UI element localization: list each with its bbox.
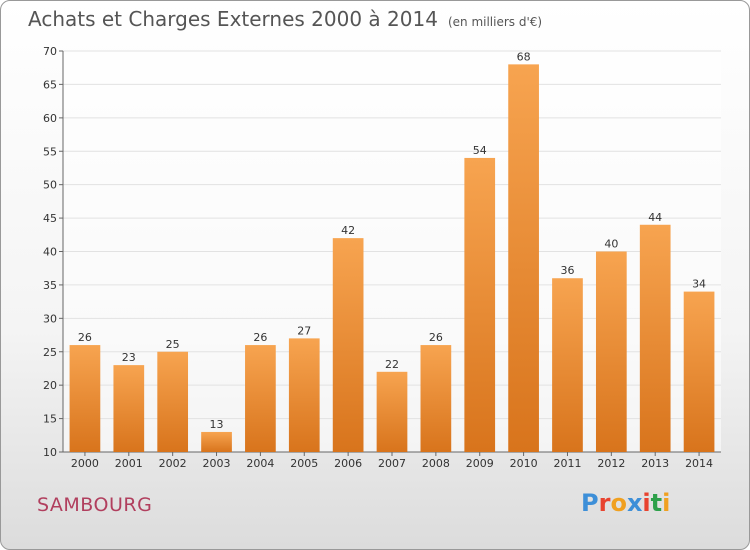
bar: [332, 238, 364, 452]
bar: [595, 251, 627, 452]
logo-letter: i: [642, 489, 651, 517]
x-tick-label: 2010: [510, 457, 538, 470]
logo-letter: t: [650, 489, 663, 517]
x-tick-label: 2000: [71, 457, 99, 470]
y-tick-label: 15: [43, 413, 57, 426]
y-tick-label: 10: [43, 446, 57, 459]
x-tick-label: 2007: [378, 457, 406, 470]
bar-value-label: 44: [648, 211, 662, 224]
x-tick-label: 2006: [334, 457, 362, 470]
bar-value-label: 26: [429, 331, 443, 344]
y-tick-label: 50: [43, 179, 57, 192]
y-tick-label: 60: [43, 112, 57, 125]
bar: [683, 291, 715, 452]
x-tick-label: 2014: [685, 457, 713, 470]
y-tick-label: 20: [43, 379, 57, 392]
bar-value-label: 26: [253, 331, 267, 344]
logo-letter: o: [610, 489, 627, 517]
y-tick-label: 40: [43, 246, 57, 259]
y-tick-label: 65: [43, 78, 57, 91]
bar: [464, 157, 496, 452]
y-tick-label: 30: [43, 312, 57, 325]
x-tick-label: 2009: [466, 457, 494, 470]
bar-value-label: 40: [604, 238, 618, 251]
commune-name: SAMBOURG: [37, 494, 153, 516]
bar: [288, 338, 320, 452]
x-tick-label: 2004: [246, 457, 274, 470]
bar: [552, 278, 583, 452]
bar-value-label: 68: [517, 50, 531, 63]
logo-letter: P: [581, 489, 599, 517]
x-tick-label: 2011: [553, 457, 581, 470]
logo-letter: x: [626, 489, 643, 517]
bar: [376, 371, 408, 452]
bar: [639, 224, 671, 452]
bar-value-label: 23: [122, 351, 136, 364]
bar-value-label: 26: [78, 331, 92, 344]
x-tick-label: 2002: [159, 457, 187, 470]
bar: [113, 365, 145, 452]
bar: [508, 64, 539, 452]
bar-value-label: 42: [341, 224, 355, 237]
x-tick-label: 2003: [203, 457, 231, 470]
logo-letter: i: [662, 489, 671, 517]
x-tick-label: 2013: [641, 457, 669, 470]
proxiti-logo: Proxiti: [581, 489, 670, 517]
bar-value-label: 25: [166, 338, 180, 351]
bar: [157, 351, 189, 452]
x-tick-label: 2012: [597, 457, 625, 470]
x-tick-label: 2005: [290, 457, 318, 470]
chart-subtitle: (en milliers d'€): [447, 15, 543, 29]
bar: [201, 431, 232, 452]
bar-value-label: 34: [692, 278, 706, 291]
bar-value-label: 27: [297, 324, 311, 337]
bar-value-label: 36: [560, 264, 574, 277]
bar-value-label: 54: [473, 144, 487, 157]
x-tick-label: 2001: [115, 457, 143, 470]
y-tick-label: 45: [43, 212, 57, 225]
y-tick-label: 70: [43, 45, 57, 58]
chart-title: Achats et Charges Externes 2000 à 2014 (e…: [28, 7, 543, 31]
bar-value-label: 13: [210, 418, 224, 431]
x-tick-label: 2008: [422, 457, 450, 470]
logo-letter: r: [598, 489, 611, 517]
y-tick-label: 35: [43, 279, 57, 292]
y-tick-label: 55: [43, 145, 57, 158]
bar-value-label: 22: [385, 358, 399, 371]
bar: [245, 345, 276, 452]
bar: [420, 345, 452, 452]
y-tick-label: 25: [43, 346, 57, 359]
bar: [69, 345, 101, 452]
